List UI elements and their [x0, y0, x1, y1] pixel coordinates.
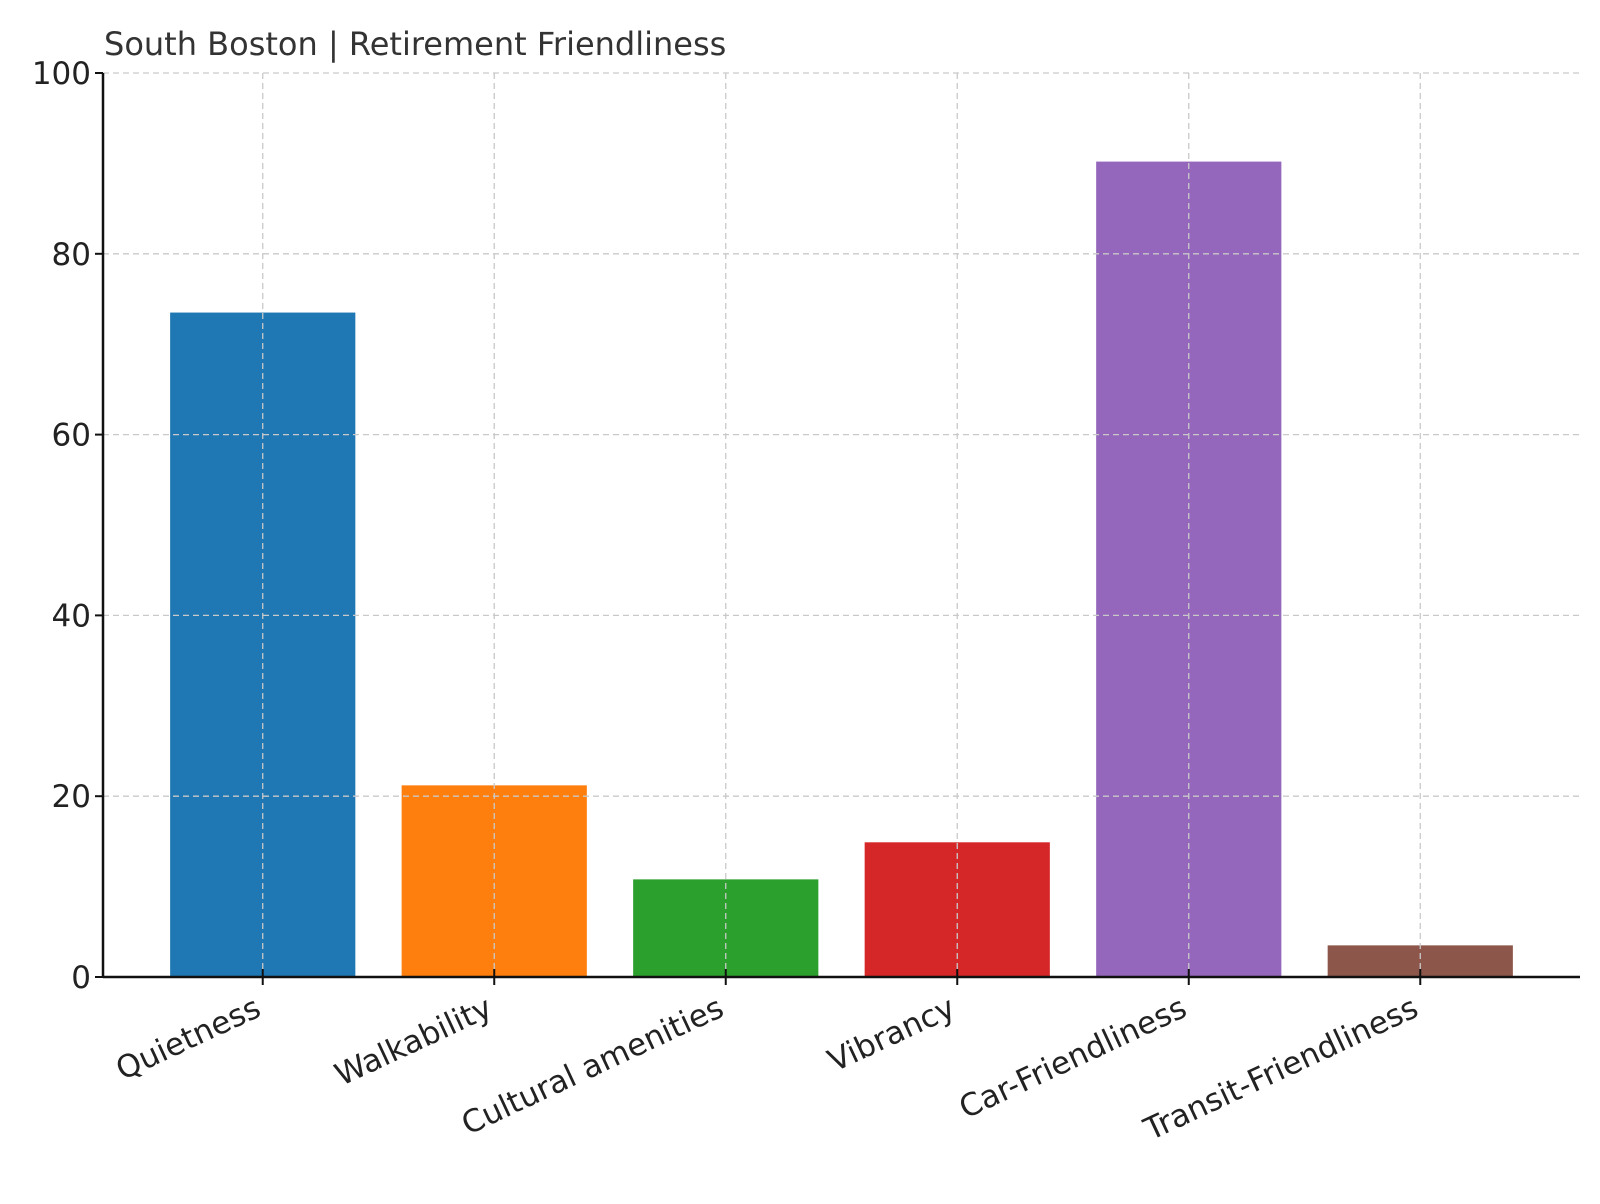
axes: [101, 73, 1580, 979]
y-tick-label: 20: [52, 779, 91, 815]
bars: [170, 161, 1513, 978]
y-tick-label: 0: [71, 960, 91, 996]
chart-title: South Boston | Retirement Friendliness: [104, 25, 726, 63]
x-tick-label: Car-Friendliness: [954, 990, 1192, 1127]
x-tick-label: Cultural amenities: [456, 990, 729, 1143]
y-tick-label: 60: [52, 418, 91, 454]
x-tick-label: Walkability: [330, 990, 498, 1094]
x-tick-label: Vibrancy: [823, 990, 961, 1080]
y-tick-label: 40: [52, 598, 91, 634]
y-tick-label: 100: [32, 56, 91, 92]
y-axis-ticks: 0 20 40 60 80 100: [32, 56, 103, 996]
y-tick-label: 80: [52, 237, 91, 273]
x-tick-label: Quietness: [110, 990, 266, 1088]
